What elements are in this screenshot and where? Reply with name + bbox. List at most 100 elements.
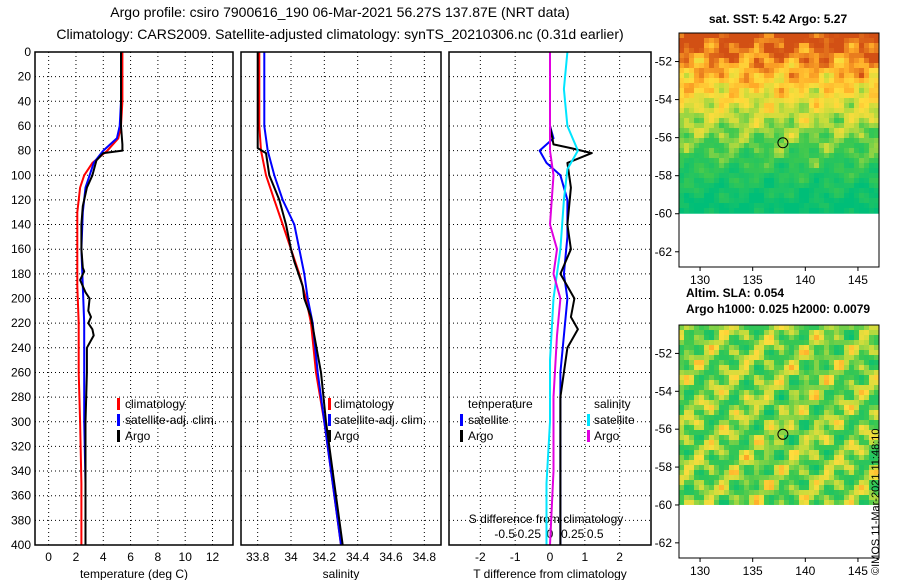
map-pixel [819,395,825,401]
map-pixel [864,33,870,39]
map-pixel [829,355,835,361]
map-pixel [814,385,820,391]
map-pixel [744,390,750,396]
map-pixel [699,118,705,124]
map-pixel [874,138,880,144]
map-pixel [804,53,810,59]
map-pixel [749,480,755,486]
map-pixel [719,198,725,204]
map-pixel [814,395,820,401]
no-data-region [679,213,879,267]
map-pixel [814,83,820,89]
map-lat-label: -56 [655,131,673,145]
map-pixel [849,193,855,199]
map-pixel [794,38,800,44]
map-pixel [834,480,840,486]
map-pixel [754,163,760,169]
map-pixel [779,400,785,406]
map-pixel [774,455,780,461]
map-pixel [789,435,795,441]
map-pixel [869,198,875,204]
map-pixel [734,58,740,64]
map-pixel [684,178,690,184]
map-pixel [839,213,845,215]
map-pixel [779,38,785,44]
map-pixel [734,93,740,99]
map-pixel [694,415,700,421]
map-pixel [754,490,760,496]
map-pixel [804,480,810,486]
map-pixel [804,405,810,411]
map-pixel [714,148,720,154]
map-pixel [854,350,860,356]
map-pixel [769,500,775,506]
map-pixel [814,78,820,84]
map-pixel [734,420,740,426]
map-pixel [704,350,710,356]
map-pixel [804,143,810,149]
map-pixel [864,490,870,496]
map-pixel [679,173,685,179]
map-pixel [859,390,865,396]
map-pixel [724,480,730,486]
map-pixel [719,375,725,381]
map-pixel [834,118,840,124]
map-pixel [874,390,880,396]
map-pixel [814,460,820,466]
map-pixel [744,410,750,416]
map-pixel [794,370,800,376]
map-pixel [704,168,710,174]
map-pixel [739,143,745,149]
map-pixel [844,435,850,441]
map-pixel [694,470,700,476]
map-pixel [784,53,790,59]
map-pixel [829,73,835,79]
map-pixel [849,53,855,59]
map-pixel [854,465,860,471]
map-pixel [684,435,690,441]
map-pixel [874,365,880,371]
map-pixel [794,93,800,99]
map-pixel [844,455,850,461]
map-pixel [739,325,745,331]
map-pixel [849,390,855,396]
map-pixel [794,113,800,119]
map-pixel [754,113,760,119]
map-pixel [744,143,750,149]
map-pixel [694,355,700,361]
map-lat-label: -58 [655,460,673,474]
map-pixel [689,480,695,486]
map-pixel [839,208,845,214]
map-pixel [809,93,815,99]
map-pixel [679,475,685,481]
map-pixel [729,103,735,109]
map-pixel [804,390,810,396]
map-pixel [854,83,860,89]
map-pixel [694,98,700,104]
map-pixel [839,350,845,356]
map-pixel [714,93,720,99]
map-pixel [789,355,795,361]
map-pixel [864,495,870,501]
map-pixel [854,400,860,406]
map-pixel [704,113,710,119]
map-pixel [804,93,810,99]
map-pixel [689,420,695,426]
map-pixel [749,53,755,59]
map-pixel [839,445,845,451]
map-pixel [859,98,865,104]
map-pixel [744,435,750,441]
map-pixel [724,88,730,94]
map-pixel [784,113,790,119]
map-pixel [699,68,705,74]
map-pixel [824,123,830,129]
map-pixel [809,400,815,406]
map-pixel [799,53,805,59]
map-pixel [829,495,835,501]
map-pixel [759,213,765,215]
map-pixel [704,163,710,169]
map-pixel [699,163,705,169]
map-pixel [864,153,870,159]
map-pixel [754,213,760,215]
map-pixel [839,148,845,154]
